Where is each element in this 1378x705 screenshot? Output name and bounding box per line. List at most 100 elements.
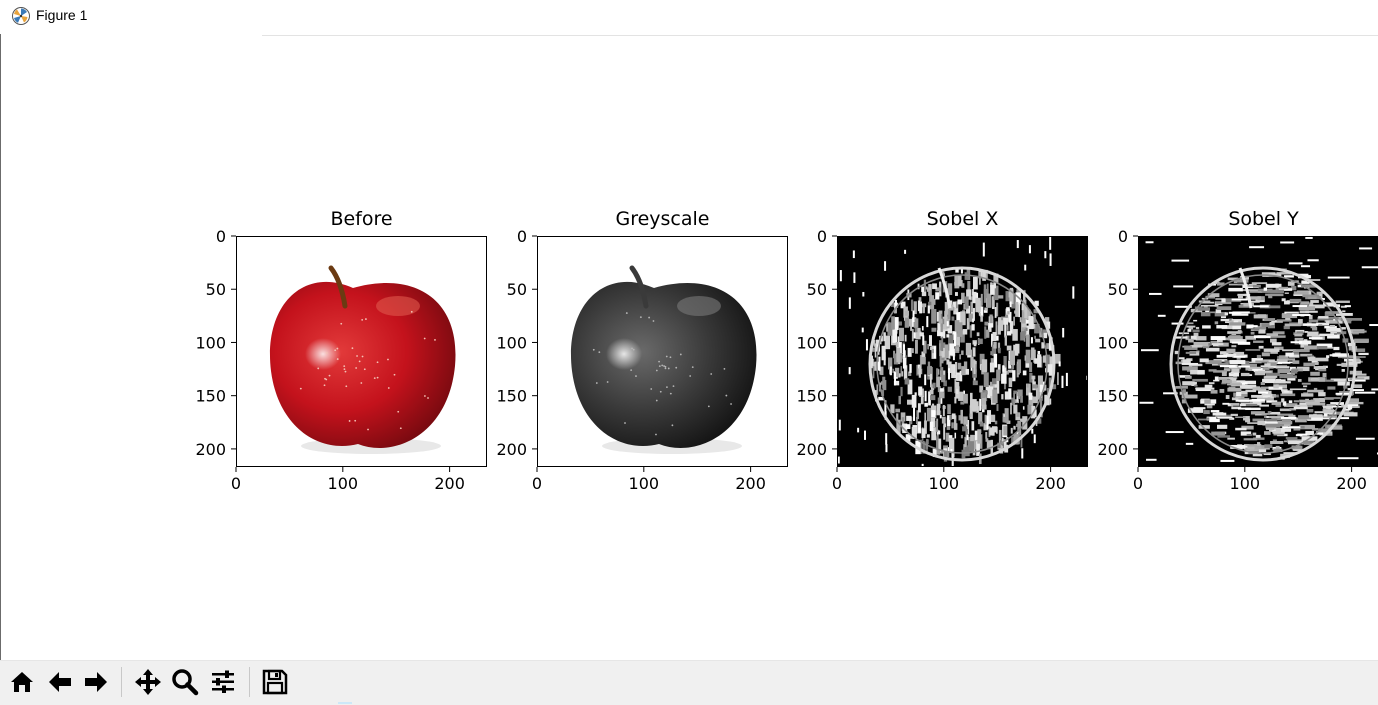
back-button[interactable]: [43, 665, 77, 699]
edge-pixel: [1034, 434, 1036, 443]
edge-pixel: [1166, 431, 1184, 433]
edge-pixel: [1225, 312, 1228, 315]
edge-pixel: [1326, 355, 1329, 358]
edge-pixel: [1347, 402, 1363, 404]
edge-pixel: [1222, 372, 1227, 376]
edge-pixel: [906, 424, 911, 429]
edge-pixel: [1314, 366, 1326, 369]
edge-pixel: [949, 343, 954, 355]
edge-pixel: [932, 383, 935, 389]
edge-pixel: [1227, 438, 1235, 440]
apple-speck: [411, 311, 413, 313]
zoom-button[interactable]: [168, 665, 202, 699]
edge-pixel: [905, 335, 907, 342]
edge-pixel: [985, 432, 987, 439]
edge-pixel: [1258, 392, 1268, 394]
apple-speck: [427, 397, 429, 399]
edge-pixel: [1013, 405, 1017, 414]
edge-pixel: [967, 435, 969, 440]
edge-pixel: [1308, 357, 1315, 361]
edge-pixel: [1371, 388, 1378, 390]
apple-highlight: [305, 338, 341, 370]
subplot-title: Greyscale: [615, 208, 709, 230]
subplot-image-1: [236, 236, 487, 467]
edge-pixel: [1355, 392, 1375, 394]
edge-pixel: [1038, 375, 1043, 386]
edge-pixel: [1338, 382, 1350, 386]
magnifier-icon: [171, 668, 199, 696]
arrow-left-icon: [46, 668, 74, 696]
edge-pixel: [951, 422, 953, 428]
y-tick-label: 200: [496, 440, 527, 459]
edge-pixel: [1003, 318, 1008, 325]
edge-pixel: [979, 313, 981, 316]
edge-pixel: [980, 422, 983, 427]
edge-pixel: [884, 352, 886, 365]
edge-pixel: [1264, 376, 1277, 378]
apple-speck: [300, 388, 302, 390]
pan-button[interactable]: [131, 665, 165, 699]
edge-pixel: [1285, 353, 1293, 357]
y-tick-label: 0: [517, 227, 527, 246]
edge-pixel: [1276, 379, 1281, 383]
edge-pixel: [1251, 332, 1255, 335]
apple-speck: [324, 384, 326, 386]
apple-speck: [360, 382, 362, 384]
apple-speck: [624, 422, 626, 424]
edge-pixel: [936, 435, 938, 450]
y-tick-label: 100: [796, 333, 827, 352]
edge-pixel: [995, 421, 997, 425]
edge-pixel: [1044, 333, 1048, 338]
edge-pixel: [904, 250, 906, 254]
edge-pixel: [1206, 417, 1209, 419]
edge-pixel: [1194, 385, 1197, 387]
edge-pixel: [1257, 355, 1261, 358]
apple-speck: [340, 323, 342, 325]
y-tick-label: 150: [796, 387, 827, 406]
edge-pixel: [935, 292, 939, 299]
apple-speck: [671, 424, 673, 426]
edge-pixel: [1327, 386, 1335, 389]
apple-speck: [352, 347, 354, 349]
edge-pixel: [986, 330, 989, 338]
forward-button[interactable]: [79, 665, 113, 699]
edge-pixel: [1059, 361, 1061, 366]
y-tick-label: 0: [817, 227, 827, 246]
edge-pixel: [1291, 341, 1302, 343]
edge-pixel: [1278, 362, 1291, 364]
edge-pixel: [1303, 385, 1307, 387]
save-button[interactable]: [258, 665, 292, 699]
apple-speck: [730, 403, 732, 405]
edge-pixel: [987, 294, 992, 308]
apple-speck: [650, 388, 652, 390]
edge-pixel: [1290, 388, 1307, 390]
edge-pixel: [918, 403, 921, 412]
edge-pixel: [1066, 373, 1068, 386]
edge-pixel: [1196, 351, 1199, 353]
y-tick-label: 200: [195, 440, 226, 459]
edge-pixel: [1369, 324, 1378, 326]
apple-speck: [655, 434, 657, 436]
edge-pixel: [1044, 251, 1046, 258]
edge-pixel: [941, 314, 943, 319]
edge-pixel: [960, 402, 964, 405]
edge-pixel: [1284, 391, 1289, 393]
edge-pixel: [958, 275, 961, 287]
edge-pixel: [1158, 315, 1166, 317]
edge-pixel: [1010, 351, 1015, 366]
home-button[interactable]: [5, 665, 39, 699]
y-tick-label: 100: [1097, 333, 1128, 352]
edge-pixel: [1229, 360, 1245, 364]
configure-subplots-button[interactable]: [206, 665, 240, 699]
apple-speck: [598, 351, 600, 353]
edge-pixel: [1202, 325, 1211, 328]
edge-pixel: [972, 319, 974, 323]
edge-pixel: [961, 366, 965, 375]
apple-speck: [365, 318, 367, 320]
edge-pixel: [1201, 305, 1217, 307]
edge-pixel: [1270, 339, 1277, 343]
y-tick-label: 50: [507, 280, 527, 299]
